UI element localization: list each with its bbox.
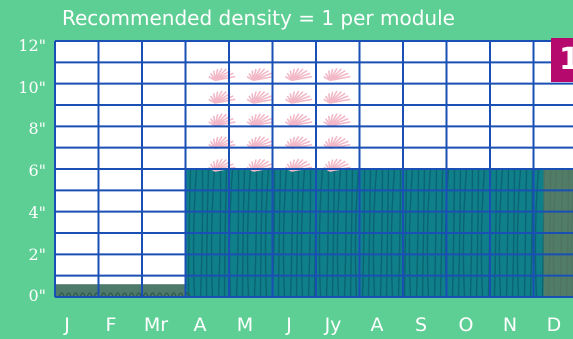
ground-stroke — [135, 292, 142, 298]
flower-petal — [329, 121, 351, 127]
density-badge: 1 — [551, 38, 573, 82]
flower-petal — [329, 75, 351, 82]
month-label-feb: F — [105, 314, 117, 336]
month-label-mar: Mr — [143, 314, 169, 336]
y-label-6: 6" — [28, 161, 46, 180]
ground-stroke — [86, 292, 93, 298]
ground-stroke — [121, 292, 128, 298]
ground-stroke — [156, 292, 163, 298]
month-label-nov: N — [502, 314, 518, 336]
ground-stroke — [79, 292, 86, 298]
flower-petal — [329, 98, 351, 104]
ground-stroke — [72, 292, 79, 298]
y-label-10: 10" — [18, 78, 46, 97]
flower-petal — [291, 98, 313, 104]
chart-title: Recommended density = 1 per module — [62, 6, 455, 30]
y-label-4: 4" — [28, 203, 46, 222]
month-label-dec: D — [546, 314, 562, 336]
flower-petal — [291, 121, 313, 127]
ground-stroke — [128, 292, 135, 298]
flower-petal — [253, 75, 274, 82]
ground-stroke — [170, 292, 177, 298]
flower-petal — [253, 98, 274, 104]
ground-stroke — [114, 292, 121, 298]
y-label-0: 0" — [28, 286, 46, 305]
flower-petal — [214, 75, 236, 82]
flower-petal — [291, 75, 313, 82]
ground-stroke — [177, 292, 184, 298]
plant-bar-j — [55, 284, 99, 297]
flower-petal — [214, 98, 236, 104]
ground-stroke — [163, 292, 170, 298]
flower-petal — [253, 121, 274, 127]
ground-stroke — [100, 292, 107, 298]
month-label-jul: Jy — [324, 314, 342, 336]
y-label-2: 2" — [28, 245, 46, 264]
y-label-12: 12" — [18, 36, 46, 55]
ground-stroke — [65, 292, 72, 298]
month-label-may: M — [236, 314, 254, 336]
y-label-8: 8" — [28, 119, 46, 138]
month-label-apr: A — [193, 314, 207, 336]
ground-stroke — [58, 292, 65, 298]
flower-petal — [214, 121, 236, 127]
month-label-jun: J — [286, 314, 292, 336]
month-label-jan: J — [64, 314, 70, 336]
month-label-aug: A — [370, 314, 384, 336]
ground-stroke — [107, 292, 114, 298]
ground-stroke — [149, 292, 156, 298]
ground-stroke — [142, 292, 149, 298]
month-label-sep: S — [414, 314, 428, 336]
month-label-oct: O — [458, 314, 474, 336]
